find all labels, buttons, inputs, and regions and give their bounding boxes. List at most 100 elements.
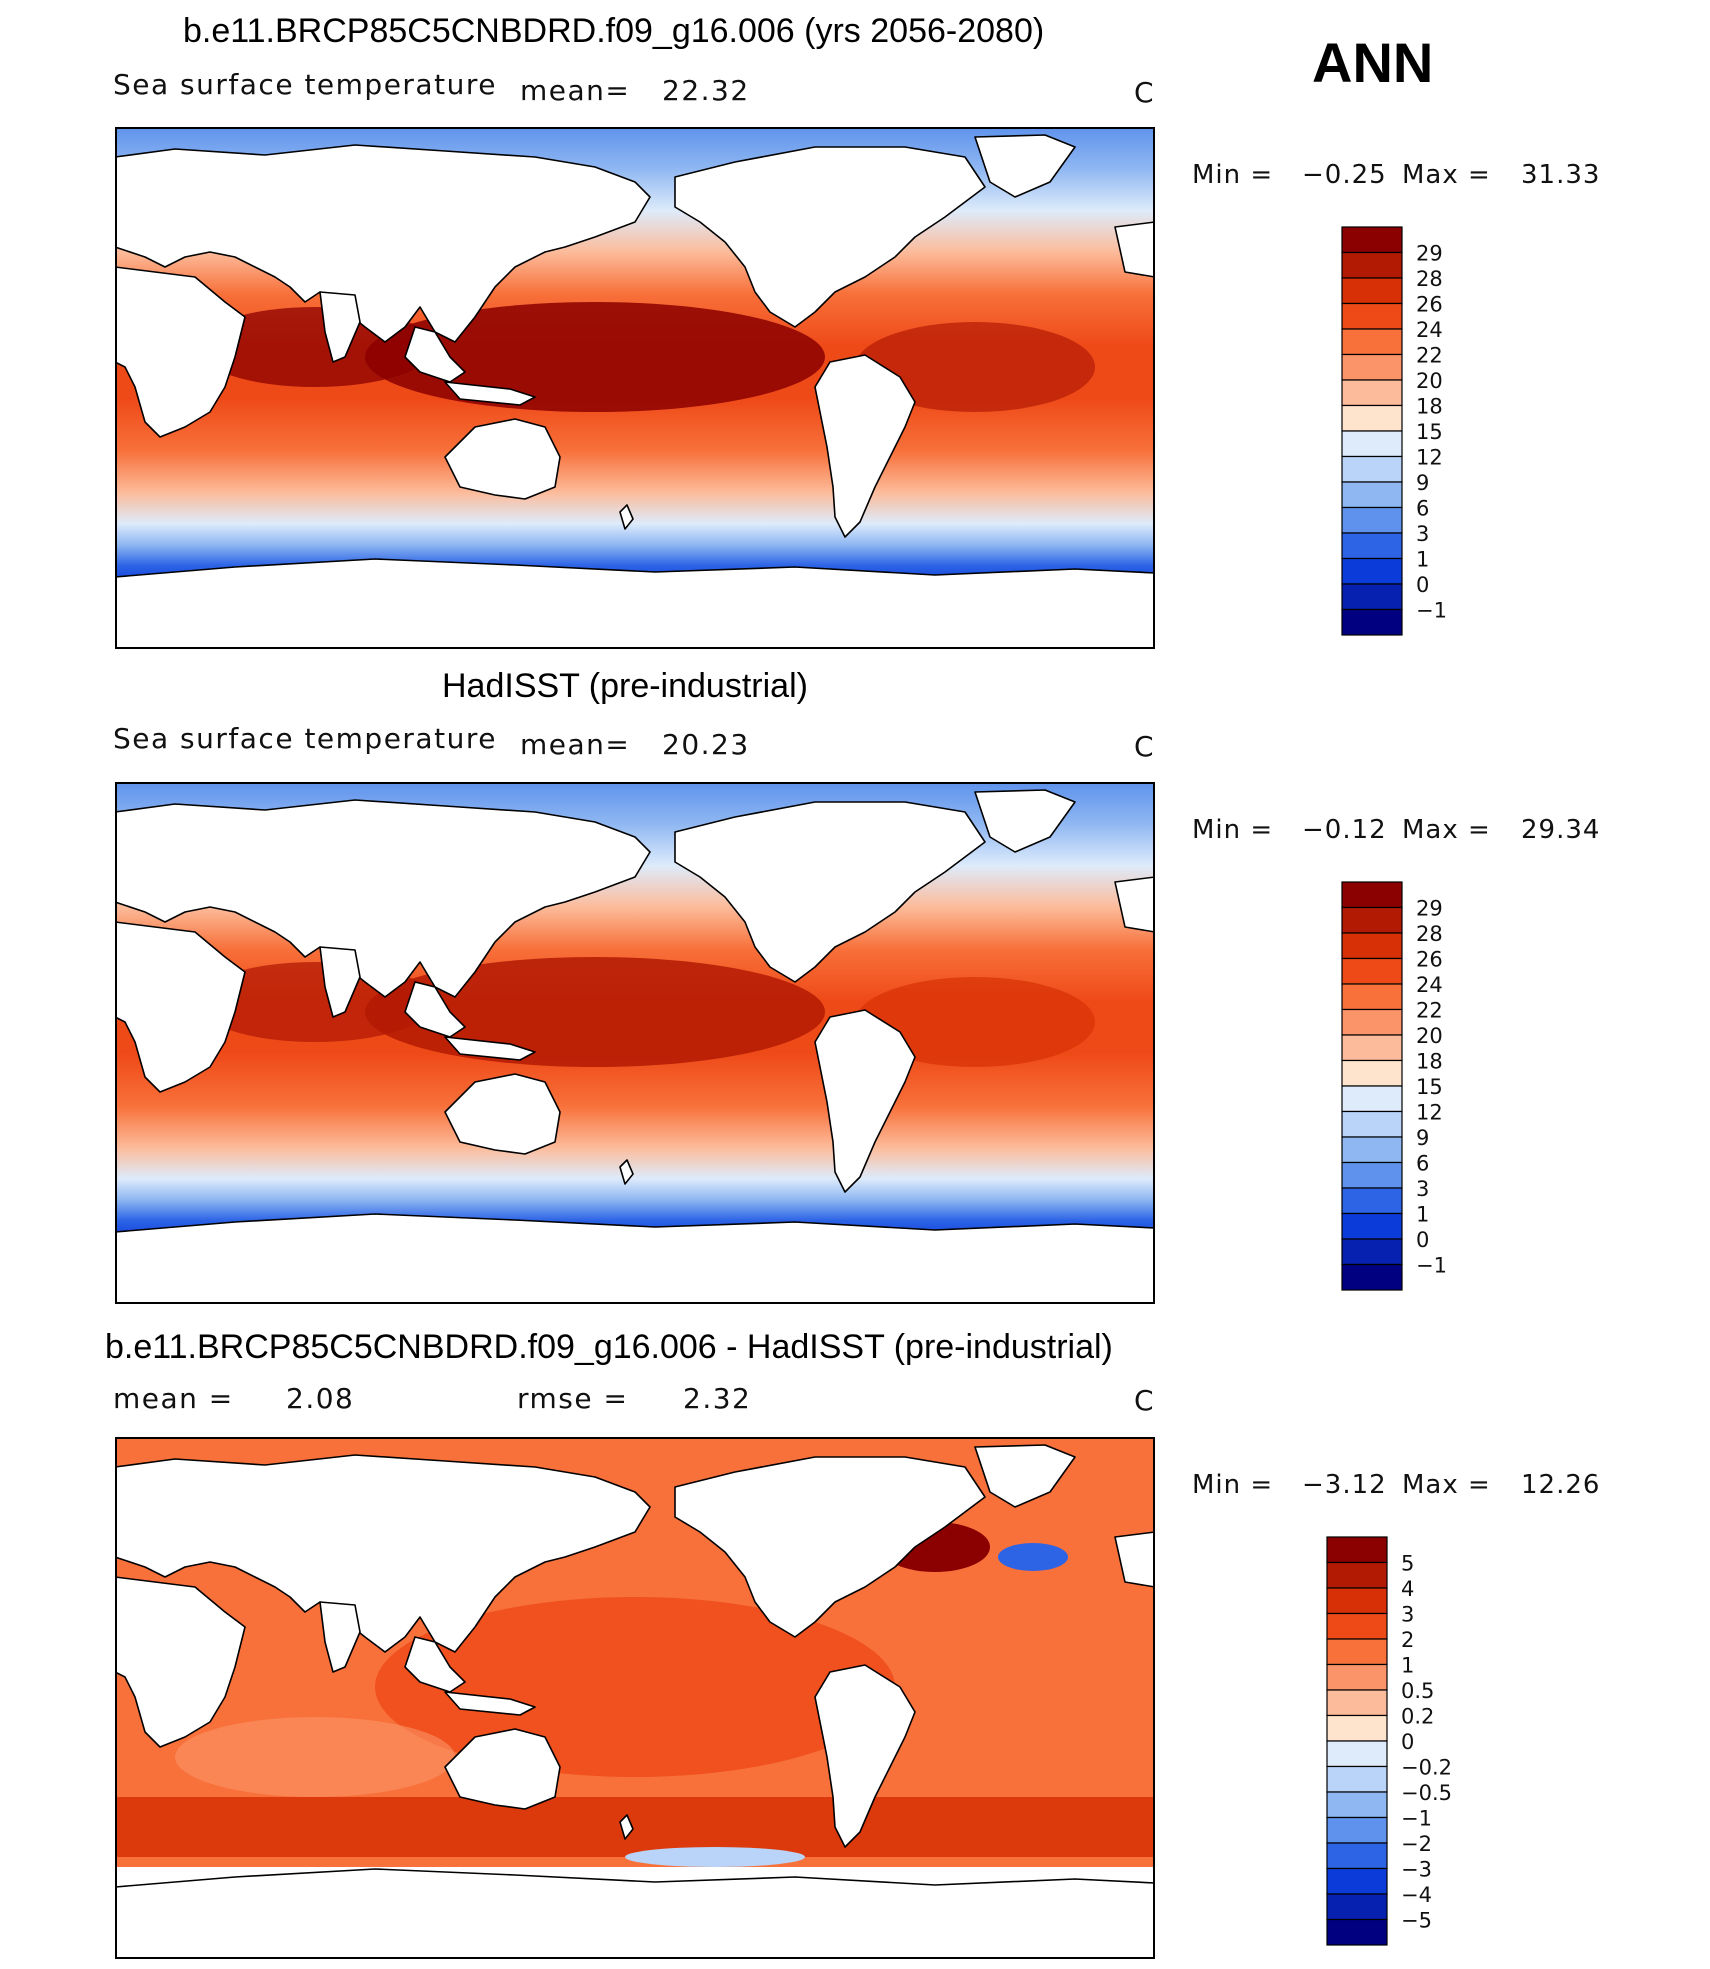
panel3-units: C [1134,1384,1156,1417]
panel3-colorbar-tick-label: −4 [1401,1883,1432,1907]
panel3-max-label: Max = [1402,1470,1491,1500]
panel2-title: HadISST (pre-industrial) [442,667,808,705]
panel1-colorbar-tick-label: 6 [1416,497,1429,521]
panel2-landmass [444,1073,561,1155]
panel1-colorbar-swatch [1341,404,1403,432]
panel1-colorbar-tick-label: 1 [1416,548,1429,572]
panel3-rmse-label: rmse = [517,1382,629,1415]
panel2-landmass [115,1213,1155,1304]
panel3-colorbar-tick-label: −0.2 [1401,1756,1452,1780]
panel1-colorbar-swatch [1341,251,1403,279]
panel2-colorbar-tick-label: 22 [1416,999,1443,1023]
panel1-colorbar-tick-label: 3 [1416,522,1429,546]
panel2-landmass [619,1159,634,1185]
panel3-mean-label: mean = [113,1382,234,1415]
panel3-colorbar-swatch [1326,1587,1388,1615]
panel3-landmass [319,1601,361,1673]
panel1-colorbar-swatch [1341,506,1403,534]
season-label: ANN [1312,31,1434,94]
panel1-colorbar-swatch [1341,557,1403,585]
panel2-landmass [814,1009,916,1193]
panel2-colorbar-swatch [1341,1187,1403,1215]
panel2-landmass [444,1036,536,1061]
panel2-colorbar-tick-label: 26 [1416,948,1443,972]
panel2-colorbar-swatch [1341,1085,1403,1113]
panel2-min-label: Min = [1192,815,1274,845]
panel2-colorbar-tick-label: 24 [1416,973,1443,997]
panel2-colorbar-swatch [1341,1110,1403,1138]
panel2-landmass [974,789,1076,853]
panel3-cold-spot [998,1543,1068,1571]
panel2-subtitle: Sea surface temperature [113,722,497,755]
panel3-title: b.e11.BRCP85C5CNBDRD.f09_g16.006 - HadIS… [105,1328,1113,1366]
panel2-colorbar-tick-label: 6 [1416,1152,1429,1176]
panel2-landmass [115,921,246,1093]
panel1-colorbar-tick-label: 15 [1416,420,1443,444]
panel1-colorbar-tick-label: 9 [1416,471,1429,495]
panel1-colorbar-tick-label: 18 [1416,395,1443,419]
panel2-colorbar-swatch [1341,1238,1403,1266]
panel1-colorbar-swatch [1341,226,1403,254]
panel3-colorbar-tick-label: 2 [1401,1628,1414,1652]
panel3-min-value: −3.12 [1302,1470,1387,1500]
panel2-colorbar-tick-label: 9 [1416,1126,1429,1150]
panel1-atlantic-warm [855,322,1095,412]
panel1-colorbar-swatch [1341,302,1403,330]
panel1-colorbar-swatch [1341,379,1403,407]
panel3-landmass [404,1636,466,1693]
panel2-colorbar-tick-label: 18 [1416,1050,1443,1074]
panel2-colorbar-tick-label: 15 [1416,1075,1443,1099]
panel1-colorbar-tick-label: 26 [1416,293,1443,317]
panel3-colorbar-swatch [1326,1638,1388,1666]
panel3-landmass [115,1576,246,1748]
panel3-map [115,1437,1155,1959]
panel1-colorbar-tick-label: 29 [1416,242,1443,266]
panel1-colorbar-tick-label: 24 [1416,318,1443,342]
panel3-colorbar-tick-label: 0.2 [1401,1705,1434,1729]
panel2-colorbar-swatch [1341,881,1403,909]
panel1-max-value: 31.33 [1521,160,1601,190]
panel3-colorbar-swatch [1326,1893,1388,1921]
panel3-colorbar-tick-label: −5 [1401,1909,1432,1933]
panel3-landmass [974,1444,1076,1508]
panel2-colorbar-swatch [1341,983,1403,1011]
panel3-colorbar-swatch [1326,1740,1388,1768]
panel2-colorbar-swatch [1341,932,1403,960]
panel3-map-frame [115,1437,1155,1959]
panel2-colorbar-tick-label: 1 [1416,1203,1429,1227]
panel2-min-value: −0.12 [1302,815,1387,845]
panel3-landmass [115,1868,1155,1959]
panel2-mean-label: mean= [520,728,631,761]
panel1-landmass [319,291,361,363]
panel1-colorbar-swatch [1341,583,1403,611]
panel2-colorbar-swatch [1341,1059,1403,1087]
panel1-mean-label: mean= [520,74,631,107]
panel2-colorbar-swatch [1341,906,1403,934]
panel2-landmass [404,981,466,1038]
panel1-colorbar-swatch [1341,430,1403,458]
panel3-colorbar-swatch [1326,1663,1388,1691]
panel2-landmass [674,801,986,983]
panel3-colorbar-swatch [1326,1791,1388,1819]
panel1-landmass [674,146,986,328]
panel1-max-label: Max = [1402,160,1491,190]
panel3-colorbar-tick-label: −2 [1401,1832,1432,1856]
panel3-landmass [444,1691,536,1716]
panel2-colorbar-tick-label: 29 [1416,897,1443,921]
panel3-landmass [619,1814,634,1840]
panel2-land [115,789,1155,1304]
panel1-colorbar-tick-label: 12 [1416,446,1443,470]
panel2-landmass [1114,876,1155,933]
panel2-colorbar-swatch [1341,1212,1403,1240]
panel2-warm-pool [365,957,825,1067]
panel2-colorbar-tick-label: 20 [1416,1024,1443,1048]
panel1-colorbar-tick-label: 22 [1416,344,1443,368]
panel2-map-frame [115,782,1155,1304]
panel2-max-value: 29.34 [1521,815,1601,845]
panel3-rmse-value: 2.32 [683,1382,752,1415]
panel1-colorbar-swatch [1341,532,1403,560]
panel2-colorbar-tick-label: −1 [1416,1254,1447,1278]
panel3-colorbar-swatch [1326,1612,1388,1640]
panel1-landmass [814,354,916,538]
panel1-colorbar-tick-label: 28 [1416,267,1443,291]
